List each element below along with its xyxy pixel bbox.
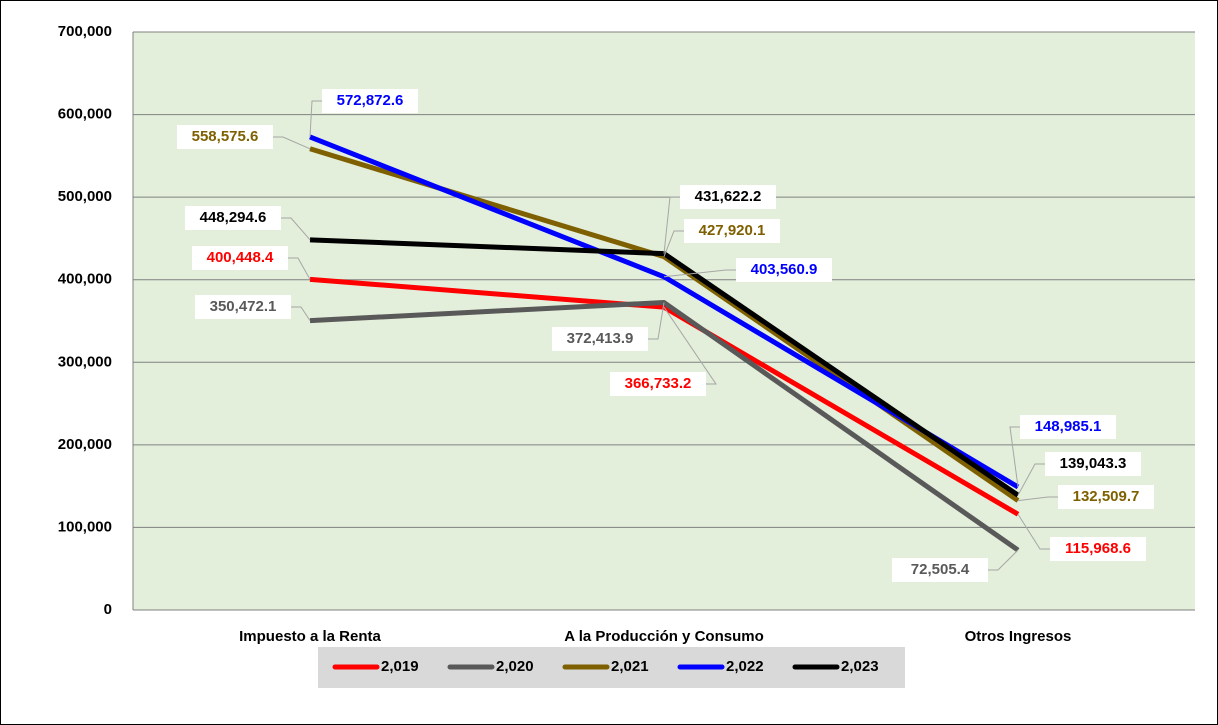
leader-line — [1017, 496, 1058, 502]
legend-label: 2,019 — [381, 658, 419, 675]
y-tick-label: 200,000 — [58, 436, 112, 453]
data-label-box — [610, 372, 706, 396]
data-label: 372,413.9 — [567, 330, 634, 347]
leader-line — [663, 196, 680, 254]
data-label: 115,968.6 — [1065, 540, 1131, 557]
data-label: 139,043.3 — [1060, 455, 1127, 472]
data-label-box — [322, 89, 418, 113]
data-label: 572,872.6 — [337, 92, 404, 109]
data-label-box — [1045, 452, 1141, 476]
leader-line — [988, 549, 1019, 571]
data-label-box — [192, 246, 288, 270]
data-label: 558,575.6 — [192, 128, 259, 145]
leader-line — [288, 257, 311, 280]
plot-area — [133, 32, 1195, 610]
data-label-box — [1058, 485, 1154, 509]
data-label: 350,472.1 — [210, 298, 277, 315]
data-label-box — [177, 125, 273, 149]
data-label: 431,622.2 — [695, 188, 762, 205]
data-label-box — [684, 219, 780, 243]
y-tick-label: 600,000 — [58, 106, 112, 123]
leader-line — [291, 306, 311, 321]
data-label-box — [892, 558, 988, 582]
data-label: 400,448.4 — [207, 249, 274, 266]
y-tick-label: 0 — [104, 601, 112, 618]
legend-label: 2,023 — [841, 658, 879, 675]
data-label-box — [736, 258, 832, 282]
leader-line — [663, 306, 717, 385]
y-tick-label: 500,000 — [58, 188, 112, 205]
leader-line — [1017, 513, 1050, 550]
x-tick-label: A la Producción y Consumo — [564, 628, 763, 645]
data-label: 366,733.2 — [625, 375, 692, 392]
leader-line — [281, 217, 311, 241]
y-tick-label: 700,000 — [58, 23, 112, 40]
data-label: 448,294.6 — [200, 209, 267, 226]
legend-label: 2,022 — [726, 658, 764, 675]
leader-line — [273, 136, 311, 150]
leader-line — [663, 269, 736, 278]
y-tick-label: 300,000 — [58, 353, 112, 370]
data-label: 148,985.1 — [1035, 418, 1102, 435]
legend-label: 2,020 — [496, 658, 534, 675]
leader-line — [1009, 426, 1020, 488]
data-label-box — [185, 206, 281, 230]
y-tick-label: 400,000 — [58, 271, 112, 288]
data-label: 427,920.1 — [699, 222, 766, 239]
legend-label: 2,021 — [611, 658, 649, 675]
leader-line — [663, 230, 684, 257]
data-label-box — [195, 295, 291, 319]
leader-line — [309, 100, 322, 137]
x-tick-label: Otros Ingresos — [965, 628, 1072, 645]
leader-line — [1017, 463, 1045, 496]
data-label: 403,560.9 — [751, 261, 818, 278]
data-label-box — [552, 327, 648, 351]
y-tick-label: 100,000 — [58, 518, 112, 535]
data-label: 72,505.4 — [911, 561, 970, 578]
data-label: 132,509.7 — [1073, 488, 1140, 505]
data-label-box — [680, 185, 776, 209]
data-label-box — [1050, 537, 1146, 561]
data-label-box — [1020, 415, 1116, 439]
x-tick-label: Impuesto a la Renta — [239, 628, 381, 645]
leader-line — [648, 302, 665, 340]
